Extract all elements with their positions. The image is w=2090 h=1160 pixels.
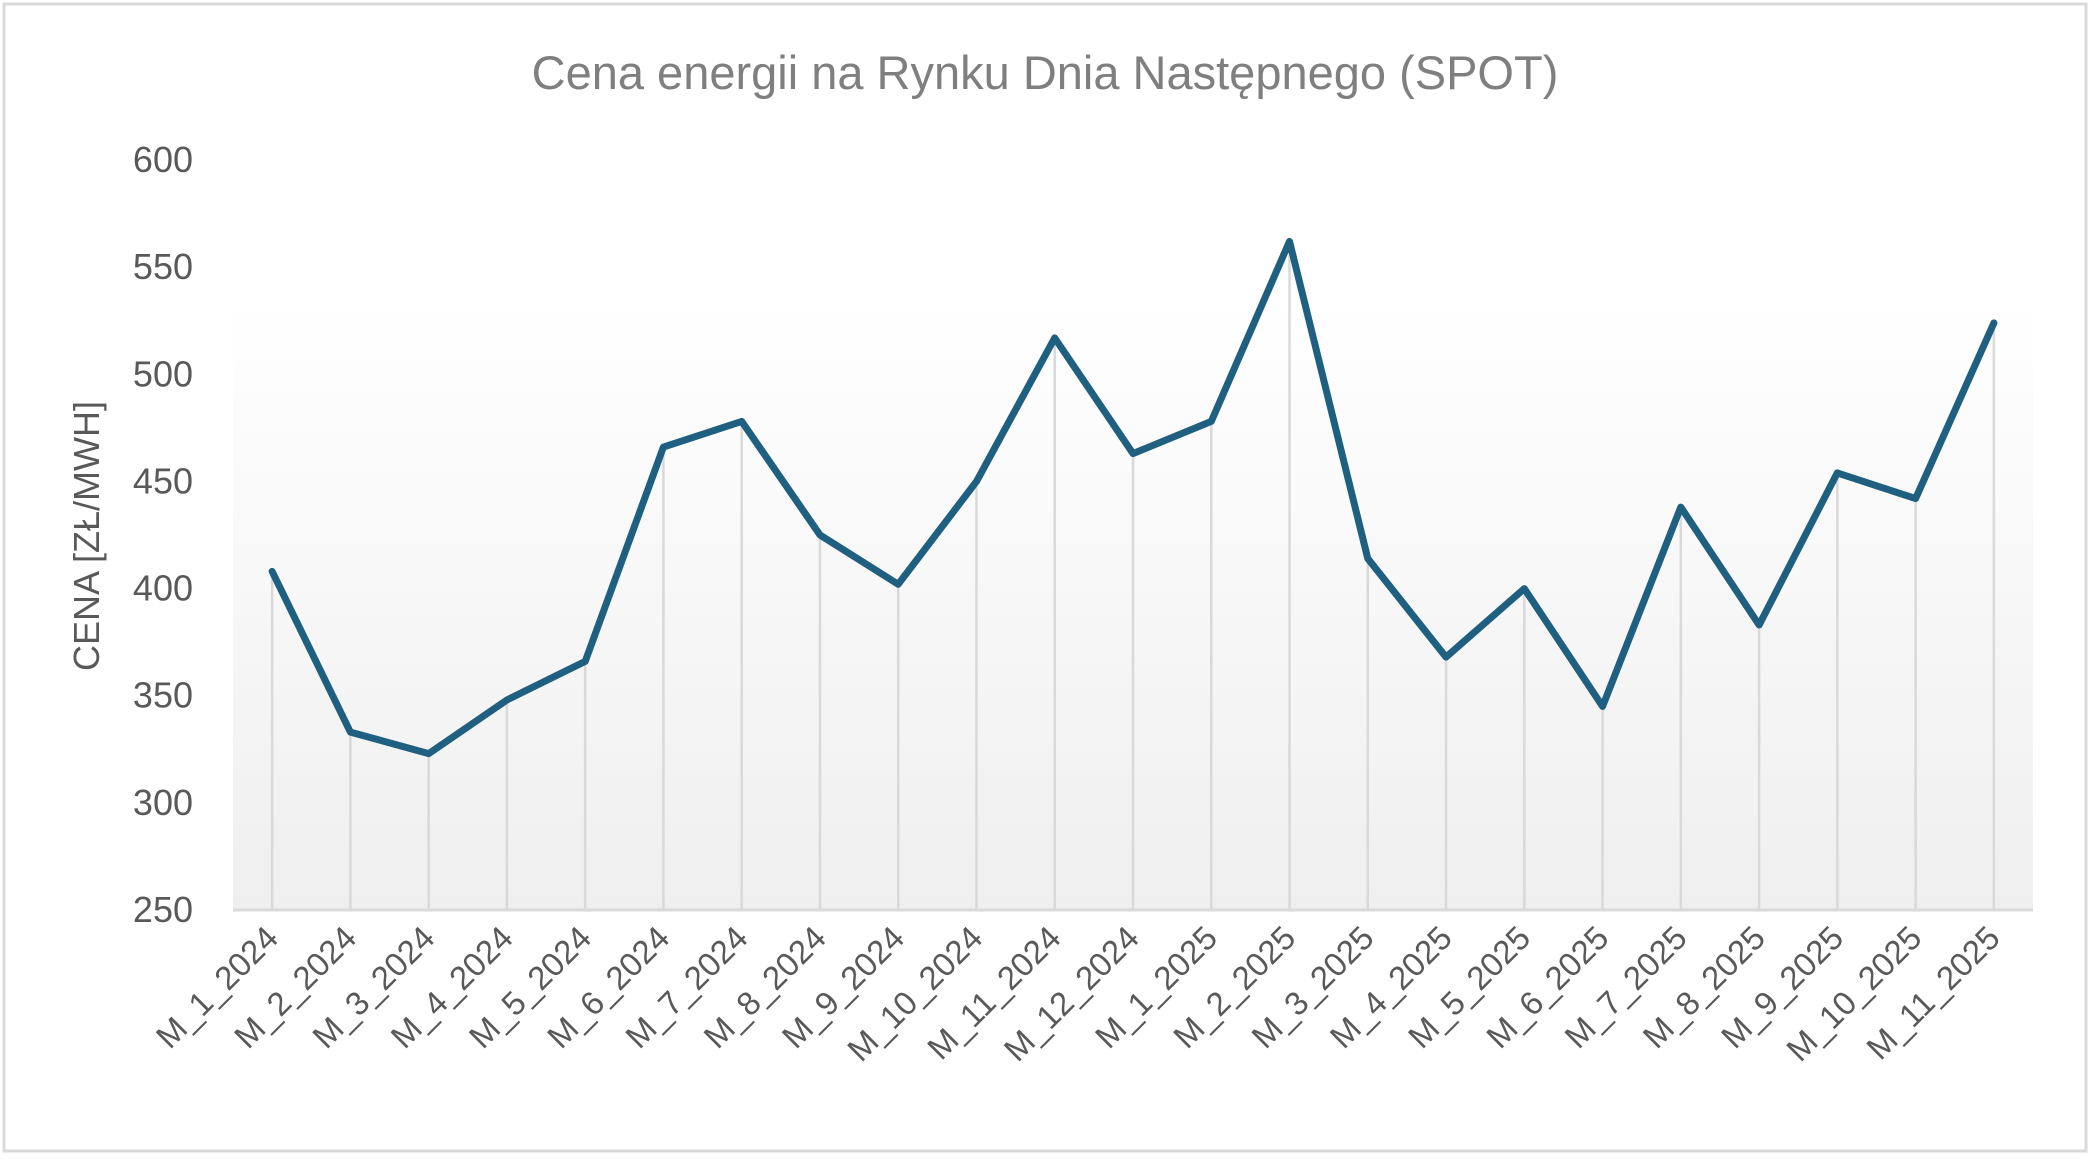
drop-lines: [270, 241, 1996, 910]
y-tick-label: 500: [133, 353, 193, 394]
y-tick-label: 250: [133, 889, 193, 930]
y-axis-ticks: 250 300 350 400 450 500 550 600: [133, 139, 193, 930]
y-tick-label: 350: [133, 675, 193, 716]
y-tick-label: 450: [133, 460, 193, 501]
y-axis-label: CENA [ZŁ/MWH]: [66, 401, 107, 671]
y-tick-label: 550: [133, 246, 193, 287]
chart-title: Cena energii na Rynku Dnia Następnego (S…: [532, 46, 1559, 99]
y-tick-label: 300: [133, 782, 193, 823]
y-tick-label: 600: [133, 139, 193, 180]
series-line: [268, 237, 1998, 758]
y-tick-label: 400: [133, 568, 193, 609]
